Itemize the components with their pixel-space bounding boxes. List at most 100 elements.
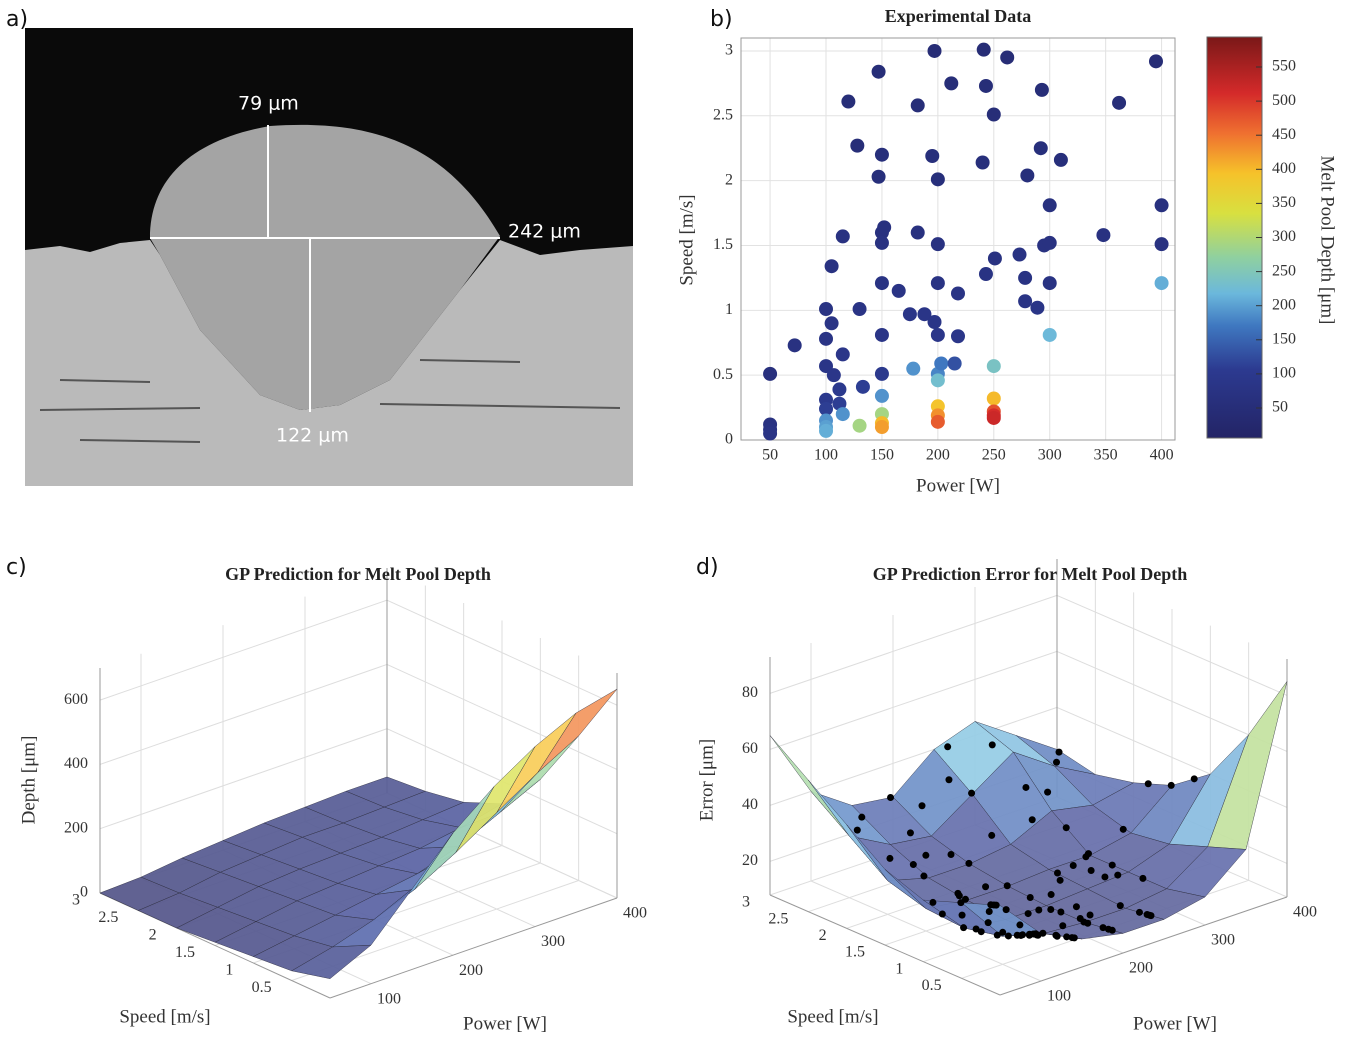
y-tick-label: 2: [149, 927, 157, 944]
y-tick-label: 3: [742, 894, 750, 911]
data-point: [835, 407, 850, 422]
data-point: [1042, 198, 1057, 213]
x-tick-label: 300: [1211, 932, 1235, 949]
data-point: [850, 138, 865, 153]
chart-title: GP Prediction Error for Melt Pool Depth: [873, 564, 1188, 584]
experiment-point: [1144, 780, 1152, 788]
data-point: [906, 361, 921, 376]
experiment-point: [886, 854, 894, 862]
x-axis-label: Power [W]: [1133, 1013, 1217, 1034]
y-tick-label: 2.5: [768, 910, 788, 927]
experiment-point: [1108, 926, 1116, 934]
annotation: 122 μm: [276, 425, 349, 447]
y-tick-label: 1.5: [713, 236, 733, 253]
experiment-point: [1033, 931, 1041, 939]
data-point: [1030, 300, 1045, 315]
data-point: [891, 283, 906, 298]
experiment-point: [993, 931, 1001, 939]
data-point: [930, 276, 945, 291]
data-point: [910, 225, 925, 240]
colorbar-tick-label: 450: [1272, 126, 1296, 143]
data-point: [947, 356, 962, 371]
data-point: [874, 235, 889, 250]
data-point: [930, 327, 945, 342]
y-tick-label: 1: [725, 301, 733, 318]
experiment-point: [1056, 876, 1064, 884]
experiment-point: [1004, 932, 1012, 940]
experiment-point: [1084, 850, 1092, 858]
experiment-point: [988, 741, 996, 749]
z-axis-label: Error [μm]: [696, 739, 717, 821]
experiment-point: [1047, 905, 1055, 913]
data-point: [1148, 54, 1163, 69]
y-tick-label: 1: [225, 962, 233, 979]
data-point: [852, 418, 867, 433]
experiment-point: [1052, 931, 1060, 939]
data-point: [1154, 237, 1169, 252]
data-point: [1018, 270, 1033, 285]
experiment-point: [1167, 781, 1175, 789]
colorbar-tick-label: 400: [1272, 160, 1296, 177]
data-point: [925, 149, 940, 164]
x-axis-label: Power [W]: [463, 1013, 547, 1034]
y-tick-label: 2: [819, 927, 827, 944]
x-tick-label: 400: [1150, 447, 1174, 464]
experiment-point: [1039, 929, 1047, 937]
data-point: [1053, 152, 1068, 167]
experiment-point: [920, 872, 928, 880]
x-tick-label: 100: [814, 447, 838, 464]
y-tick-label: 0.5: [252, 979, 272, 996]
x-tick-label: 350: [1094, 447, 1118, 464]
data-point: [877, 220, 892, 235]
colorbar-label: Melt Pool Depth [μm]: [1317, 155, 1338, 324]
experiment-point: [1084, 919, 1092, 927]
experiment-point: [1053, 869, 1061, 877]
panel-label: c): [6, 555, 27, 580]
experiment-point: [1016, 921, 1024, 929]
x-tick-label: 150: [870, 447, 894, 464]
x-tick-label: 200: [926, 447, 950, 464]
experiment-point: [1022, 783, 1030, 791]
grid-line: [1056, 594, 1288, 696]
experiment-point: [1108, 861, 1116, 869]
data-point: [819, 302, 834, 317]
data-point: [1012, 247, 1027, 262]
data-point: [1018, 294, 1033, 309]
panel-label: b): [710, 7, 733, 32]
panel-label: a): [6, 7, 28, 32]
grid-line: [99, 728, 388, 830]
data-point: [819, 401, 834, 416]
experiment-point: [1114, 871, 1122, 879]
data-point: [874, 276, 889, 291]
surface-cell: [496, 712, 577, 813]
y-tick-label: 0.5: [922, 977, 942, 994]
z-tick-label: 20: [742, 852, 758, 869]
data-point: [871, 169, 886, 184]
experiment-point: [1076, 914, 1084, 922]
data-point: [855, 379, 870, 394]
substrate: [25, 240, 633, 486]
z-tick-label: 60: [742, 740, 758, 757]
x-tick-label: 300: [1038, 447, 1062, 464]
colorbar-tick-label: 200: [1272, 296, 1296, 313]
axis-edge: [329, 897, 618, 999]
data-point: [902, 307, 917, 322]
micrograph: 79 μm 242 μm 122 μm: [25, 28, 633, 486]
data-point: [1112, 95, 1127, 110]
x-tick-label: 400: [1293, 904, 1317, 921]
experiment-point: [858, 813, 866, 821]
data-point: [986, 391, 1001, 406]
experiment-point: [984, 919, 992, 927]
colorbar-tick-label: 500: [1272, 92, 1296, 109]
experiment-point: [944, 743, 952, 751]
experiment-point: [1053, 758, 1061, 766]
experiment-point: [960, 924, 968, 932]
data-point: [841, 94, 856, 109]
experiment-point: [1063, 933, 1071, 941]
experiment-point: [947, 851, 955, 859]
experiment-point: [1069, 862, 1077, 870]
experiment-point: [1003, 882, 1011, 890]
axis-edge: [769, 894, 1001, 996]
experiment-point: [909, 861, 917, 869]
